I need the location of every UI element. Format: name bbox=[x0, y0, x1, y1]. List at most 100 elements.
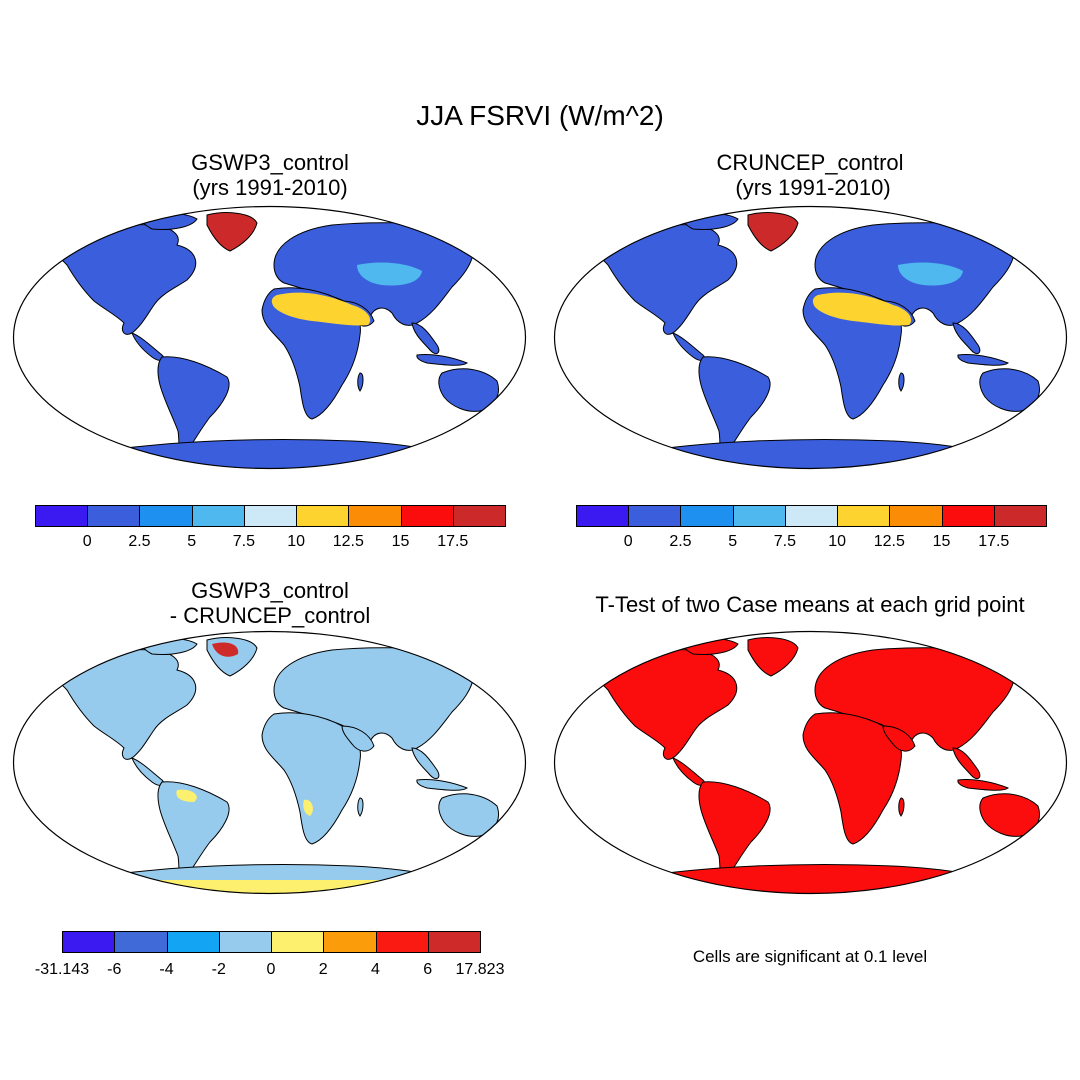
colorbar-tick-label: 0 bbox=[82, 533, 92, 550]
land-seasia bbox=[411, 747, 440, 780]
panel-title-ttest: T-Test of two Case means at each grid po… bbox=[595, 592, 1025, 617]
colorbar-tick-label: 0 bbox=[623, 533, 633, 550]
land-madagascar bbox=[357, 797, 364, 817]
colorbar-tick-label: 4 bbox=[371, 961, 380, 978]
colorbar-tick-label: 7.5 bbox=[232, 533, 255, 550]
central-asia-region bbox=[898, 262, 963, 286]
land-australia bbox=[979, 793, 1040, 837]
colorbar-tick-label: 0 bbox=[266, 961, 276, 978]
difference-anomaly bbox=[176, 789, 197, 802]
colorbar-tick-label: -4 bbox=[159, 961, 174, 978]
colorbar-tick-label: 5 bbox=[187, 533, 197, 550]
colorbar-swatch bbox=[941, 505, 995, 527]
colorbar-swatch bbox=[628, 505, 682, 527]
map-border bbox=[12, 205, 527, 470]
colorbar-tick-label: 15 bbox=[391, 533, 410, 550]
colorbar-swatch bbox=[889, 505, 943, 527]
colorbar-swatch bbox=[296, 505, 350, 527]
land-seasia bbox=[952, 322, 981, 355]
colorbar-tick-label: 17.823 bbox=[455, 961, 505, 978]
colorbar-swatch bbox=[427, 931, 481, 953]
colorbar-swatch bbox=[243, 505, 298, 527]
difference-anomaly bbox=[303, 799, 313, 816]
colorbar-tick-label: 12.5 bbox=[873, 533, 905, 550]
colorbar-swatch bbox=[218, 931, 272, 953]
panel-title-line2: (yrs 1991-2010) bbox=[729, 175, 891, 200]
panel-title-line2: (yrs 1991-2010) bbox=[192, 175, 348, 200]
sahara-region bbox=[812, 292, 912, 326]
colorbar-swatch bbox=[35, 505, 89, 527]
land-madagascar bbox=[357, 372, 364, 392]
land-indonesia bbox=[416, 779, 468, 791]
figure-title: JJA FSRVI (W/m^2) bbox=[416, 100, 664, 131]
colorbar-swatch bbox=[139, 505, 193, 527]
land-greenland bbox=[747, 637, 799, 677]
colorbar-swatch bbox=[680, 505, 734, 527]
colorbar-swatch bbox=[400, 505, 454, 527]
land-indonesia bbox=[416, 354, 468, 366]
colorbar-swatch bbox=[993, 505, 1047, 527]
colorbar-swatch bbox=[271, 931, 325, 953]
significance-note: Cells are significant at 0.1 level bbox=[692, 947, 928, 966]
land-indonesia bbox=[957, 779, 1009, 791]
panel-title-cruncep: CRUNCEP_control (yrs 1991-2010) bbox=[660, 150, 960, 200]
colorbar-cruncep: 0 2.5 5 7.5 10 12.5 15 17.5 bbox=[576, 505, 1047, 555]
difference-anomaly bbox=[102, 880, 442, 894]
map-difference bbox=[12, 630, 527, 895]
colorbar-difference: -31.143 -6 -4 -2 0 2 4 6 17.823 bbox=[35, 931, 504, 983]
panel-title-line1: GSWP3_control bbox=[191, 578, 349, 603]
land-arabia bbox=[882, 725, 916, 752]
land-australia bbox=[438, 368, 499, 412]
colorbar-tick-label: 2.5 bbox=[128, 533, 151, 550]
colorbar-tick-label: 10 bbox=[287, 533, 305, 550]
colorbar-swatch bbox=[837, 505, 891, 527]
sahara-region bbox=[271, 292, 371, 326]
colorbar-gswp3: 0 2.5 5 7.5 10 12.5 15 17.5 bbox=[35, 505, 506, 555]
colorbar-tick-label: 15 bbox=[932, 533, 951, 550]
colorbar-tick-label: 17.5 bbox=[978, 533, 1010, 550]
land-greenland bbox=[747, 212, 799, 252]
central-asia-region bbox=[357, 262, 422, 286]
map-ttest bbox=[553, 630, 1068, 895]
map-cruncep bbox=[553, 205, 1068, 470]
colorbar-swatch bbox=[62, 931, 116, 953]
colorbar-tick-label: 12.5 bbox=[332, 533, 364, 550]
colorbar-tick-label: 7.5 bbox=[773, 533, 796, 550]
map-border bbox=[553, 205, 1068, 470]
colorbar-swatch bbox=[784, 505, 839, 527]
colorbar-swatch bbox=[166, 931, 220, 953]
colorbar-tick-label: 17.5 bbox=[437, 533, 469, 550]
map-gswp3 bbox=[12, 205, 527, 470]
colorbar-tick-label: 2 bbox=[318, 961, 328, 978]
colorbar-tick-label: 6 bbox=[423, 961, 433, 978]
land-australia bbox=[979, 368, 1040, 412]
colorbar-tick-label: 2.5 bbox=[669, 533, 692, 550]
land-arabia bbox=[341, 725, 375, 752]
land-australia bbox=[438, 793, 499, 837]
land-madagascar bbox=[898, 797, 905, 817]
panel-title-difference: GSWP3_control - CRUNCEP_control bbox=[120, 578, 420, 628]
panel-title-gswp3: GSWP3_control (yrs 1991-2010) bbox=[120, 150, 420, 200]
colorbar-tick-label: -2 bbox=[211, 961, 226, 978]
map-border bbox=[12, 630, 527, 895]
colorbar-tick-label: 5 bbox=[728, 533, 738, 550]
colorbar-swatch bbox=[87, 505, 141, 527]
panel-title-line1: GSWP3_control bbox=[191, 150, 349, 175]
colorbar-swatch bbox=[576, 505, 630, 527]
land-seasia bbox=[411, 322, 440, 355]
land-madagascar bbox=[898, 372, 905, 392]
colorbar-tick-label: -31.143 bbox=[34, 961, 90, 978]
colorbar-swatch bbox=[348, 505, 402, 527]
difference-anomaly bbox=[212, 642, 239, 657]
land-greenland bbox=[206, 212, 258, 252]
colorbar-tick-label: -6 bbox=[107, 961, 122, 978]
colorbar-tick-label: 10 bbox=[828, 533, 846, 550]
land-seasia bbox=[952, 747, 981, 780]
land-indonesia bbox=[957, 354, 1009, 366]
map-border bbox=[553, 630, 1068, 895]
colorbar-swatch bbox=[323, 931, 377, 953]
colorbar-swatch bbox=[114, 931, 168, 953]
panel-title-line2: - CRUNCEP_control bbox=[169, 603, 371, 628]
colorbar-swatch bbox=[732, 505, 786, 527]
colorbar-swatch bbox=[375, 931, 429, 953]
